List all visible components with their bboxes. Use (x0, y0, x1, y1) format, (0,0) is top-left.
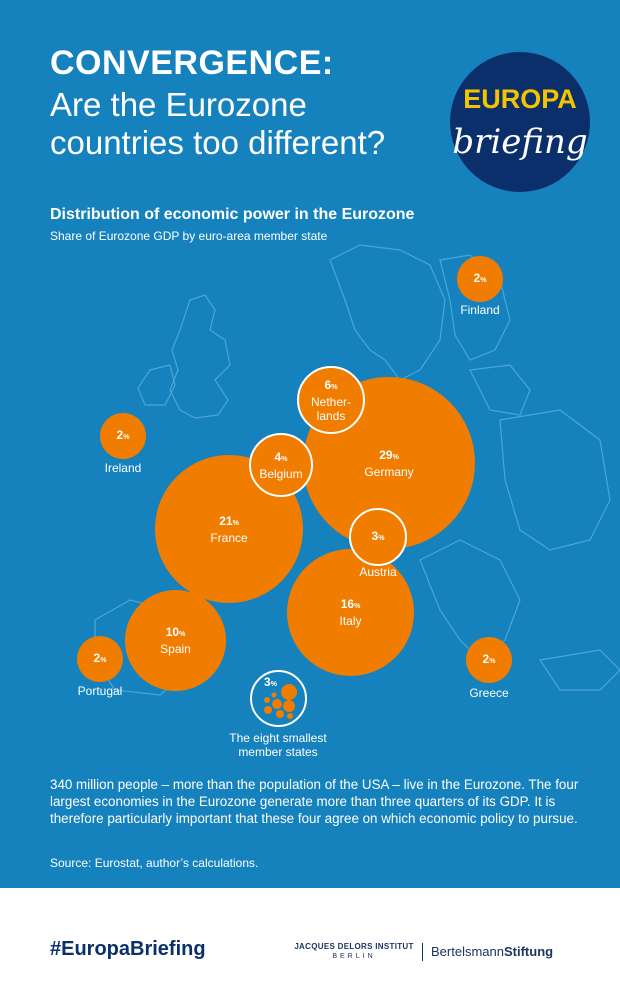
body-paragraph: 340 million people – more than the popul… (50, 777, 579, 826)
value-austria: 3 (371, 528, 379, 543)
value-greece: 2 (482, 651, 490, 666)
source-note: Source: Eurostat, author’s calculations. (50, 856, 259, 870)
infographic: CONVERGENCE: Are the Eurozone countries … (0, 0, 620, 888)
label-portugal: Portugal (77, 684, 123, 698)
europe-map-outline (94, 244, 620, 696)
small-states-dots-icon (264, 684, 297, 719)
label-belgium: Belgium (259, 466, 303, 481)
value-finland: 2 (473, 270, 481, 285)
label-greece: Greece (469, 686, 509, 700)
label-netherlands-2: lands (316, 408, 346, 423)
value-france: 21 (219, 513, 233, 528)
hashtag[interactable]: #EuropaBriefing (50, 938, 206, 960)
scandinavia-outline (329, 244, 446, 381)
value-eight-smallest: 3% (264, 675, 277, 689)
uk-outline (169, 294, 231, 419)
label-germany: Germany (364, 464, 414, 479)
headline-bold: CONVERGENCE: (50, 44, 334, 82)
bubble-portugal: 2% (77, 636, 123, 682)
chart-subtitle: Share of Eurozone GDP by euro-area membe… (50, 229, 328, 243)
ireland-outline (137, 364, 176, 406)
bubble-austria: 3% (349, 508, 407, 566)
value-ireland: 2 (116, 427, 124, 442)
label-eight-smallest: The eight smallest member states (229, 731, 327, 759)
bubble-netherlands: 6% Nether- lands (297, 366, 365, 434)
bubble-eight-smallest: 3% (250, 670, 307, 727)
value-germany: 29 (379, 447, 393, 462)
value-portugal: 2 (93, 650, 101, 665)
bubble-spain: 10% Spain (125, 590, 226, 691)
label-finland: Finland (460, 303, 500, 317)
label-ireland: Ireland (104, 461, 142, 475)
turkey-outline (538, 649, 620, 691)
bubble-italy: 16% Italy (287, 549, 414, 676)
jacques-delors-institut-logo: JACQUES DELORS INSTITUT BERLIN (294, 942, 414, 960)
value-italy: 16 (340, 597, 355, 611)
europa-briefing-logo: EUROPA briefing (450, 52, 590, 192)
baltic-outline (469, 364, 531, 416)
label-netherlands-1: Nether- (310, 394, 351, 409)
bubble-finland: 2% (457, 256, 503, 302)
bubble-ireland: 2% (100, 413, 146, 459)
bubble-greece: 2% (466, 637, 512, 683)
logo-word: EUROPA (463, 84, 577, 114)
logo-script: briefing (452, 122, 588, 162)
bertelsmann-stiftung-logo: BertelsmannStiftung (422, 943, 553, 961)
label-spain: Spain (160, 642, 191, 656)
eastern-europe-outline (499, 409, 611, 551)
value-netherlands: 6 (324, 377, 332, 392)
label-austria: Austria (359, 565, 397, 579)
label-france: France (210, 530, 248, 545)
bubble-belgium: 4% Belgium (249, 433, 313, 497)
value-belgium: 4 (274, 449, 282, 464)
balkans-outline (419, 539, 521, 661)
value-spain: 10 (165, 625, 180, 639)
headline-question: Are the Eurozone countries too different… (50, 86, 386, 161)
chart-title: Distribution of economic power in the Eu… (50, 206, 415, 223)
label-italy: Italy (339, 614, 362, 628)
